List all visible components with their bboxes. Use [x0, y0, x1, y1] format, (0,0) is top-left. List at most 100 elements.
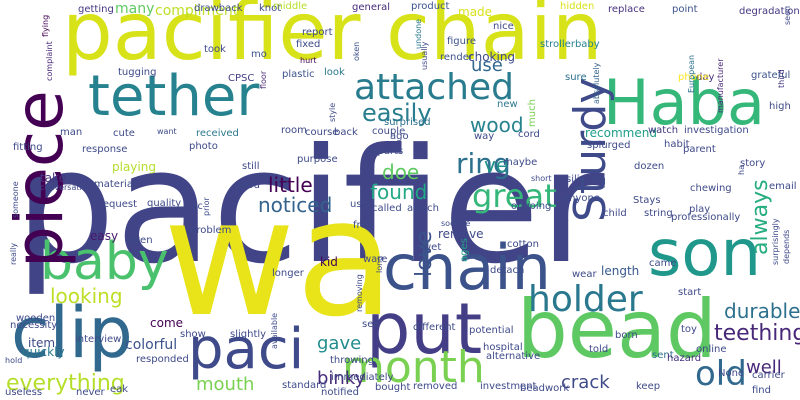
cloud-word: want — [157, 127, 177, 136]
cloud-word: day — [696, 72, 715, 83]
cloud-word: wet — [423, 242, 442, 253]
cloud-word: look — [324, 67, 345, 78]
cloud-word: ongoing — [511, 201, 552, 212]
cloud-word: strollerbaby — [540, 39, 600, 50]
cloud-word: professionally — [671, 212, 741, 223]
cloud-word: attached — [354, 67, 514, 108]
cloud-word: tugging — [118, 67, 157, 78]
cloud-word: interview — [75, 334, 122, 345]
cloud-word: dozen — [634, 161, 665, 172]
cloud-word: child — [603, 208, 627, 219]
cloud-word: playing — [112, 160, 156, 174]
cloud-word: easy — [90, 229, 119, 243]
cloud-word: see — [362, 319, 380, 330]
cloud-word: general — [352, 2, 391, 13]
cloud-word: point — [672, 4, 698, 15]
cloud-word: wooden — [16, 313, 56, 324]
cloud-word: old — [695, 354, 747, 394]
cloud-word: room — [281, 125, 307, 136]
cloud-word: removing — [355, 274, 364, 313]
cloud-word: longer — [272, 268, 304, 279]
cloud-word: long — [375, 255, 384, 274]
cloud-word: little — [268, 173, 313, 197]
cloud-word: quality — [147, 198, 182, 209]
cloud-word: story — [740, 158, 766, 169]
cloud-word: cute — [113, 128, 135, 139]
cloud-word: item — [28, 336, 56, 350]
cloud-word: really — [9, 242, 18, 265]
cloud-word: crack — [561, 372, 610, 393]
cloud-word: fixed — [296, 39, 321, 50]
cloud-word: material — [94, 179, 136, 190]
cloud-word: cord — [518, 129, 540, 140]
cloud-word: render — [440, 52, 473, 63]
cloud-word: attach — [407, 203, 439, 214]
cloud-word: bought — [375, 382, 411, 393]
cloud-word: notified — [321, 387, 359, 398]
cloud-word: ha — [737, 164, 746, 175]
cloud-word: different — [413, 322, 456, 333]
cloud-word: ware — [363, 254, 388, 265]
cloud-word: ago — [390, 131, 409, 142]
cloud-word: email — [769, 181, 797, 192]
cloud-word: usually — [420, 41, 429, 70]
cloud-word: figure — [447, 36, 477, 47]
cloud-word: well — [746, 357, 782, 378]
cloud-word: maybe — [503, 157, 538, 168]
cloud-word: length — [601, 264, 640, 278]
cloud-word: beadwork — [520, 383, 570, 394]
cloud-word: mo — [251, 49, 267, 60]
cloud-word: pacifier chain — [62, 0, 603, 78]
cloud-word: oken — [352, 41, 361, 62]
cloud-word: durable — [724, 299, 800, 323]
cloud-word: hurt — [300, 56, 317, 65]
cloud-word: used — [350, 199, 375, 210]
cloud-word: noticed — [258, 193, 333, 217]
cloud-word: recommend — [585, 126, 657, 140]
cloud-word: CPSC — [228, 73, 255, 84]
cloud-word: hospital — [483, 342, 523, 353]
cloud-word: ring — [456, 147, 511, 180]
cloud-word: degradation — [739, 6, 800, 17]
cloud-word: came — [649, 258, 677, 269]
cloud-word: plastic — [282, 69, 315, 80]
cloud-word: back — [334, 127, 358, 138]
cloud-word: hold — [5, 356, 23, 365]
cloud-word: start — [678, 287, 702, 298]
cloud-word: bead — [517, 283, 717, 376]
cloud-word: great — [472, 177, 557, 215]
cloud-word: tether — [88, 64, 260, 129]
cloud-word: made — [458, 5, 493, 19]
cloud-word: free — [353, 220, 373, 231]
cloud-word: grateful — [751, 70, 791, 81]
cloud-word: choking — [468, 50, 516, 64]
cloud-word: watch — [648, 125, 679, 136]
cloud-word: month — [342, 342, 485, 393]
cloud-word: gave — [317, 333, 362, 354]
cloud-word: ages — [459, 238, 470, 262]
cloud-word: hidden — [560, 1, 595, 12]
cloud-word: third — [777, 69, 786, 88]
cloud-word: chewing — [690, 183, 732, 194]
cloud-word: report — [302, 27, 333, 38]
cloud-word: much — [527, 99, 538, 127]
cloud-word: course — [305, 127, 339, 138]
cloud-word: sec — [186, 201, 203, 212]
cloud-word: wood — [470, 113, 524, 137]
cloud-word: everything — [6, 371, 125, 396]
cloud-word: many — [115, 1, 155, 17]
cloud-word: necessity — [10, 320, 58, 331]
cloud-word: took — [204, 44, 226, 55]
cloud-word: baby — [40, 232, 169, 292]
cloud-word: use — [471, 55, 503, 76]
cloud-word: responded — [136, 354, 189, 365]
cloud-word: never — [76, 387, 105, 398]
cloud-word: show — [180, 329, 206, 340]
cloud-word: departs — [365, 146, 404, 157]
cloud-word: eak — [110, 384, 129, 395]
cloud-word: wa — [163, 165, 395, 353]
cloud-word: kid — [320, 255, 338, 269]
cloud-word: response — [82, 144, 128, 155]
cloud-word: put — [366, 288, 483, 370]
